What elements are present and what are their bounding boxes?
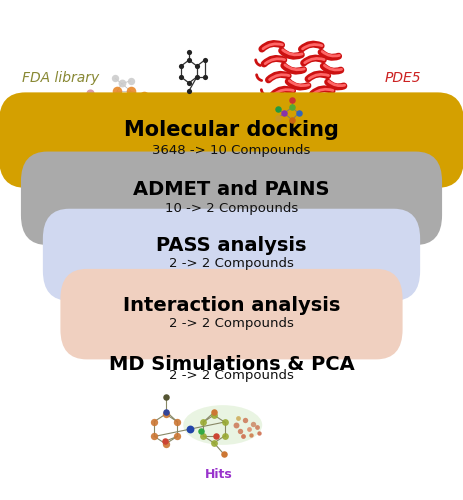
Point — [144, 112, 152, 120]
Point — [197, 428, 205, 436]
Point — [138, 126, 145, 134]
Point — [118, 80, 125, 88]
Point — [96, 116, 104, 124]
Point — [249, 420, 256, 428]
Point — [120, 100, 128, 108]
Point — [162, 440, 169, 448]
Point — [161, 438, 169, 446]
Point — [85, 119, 93, 127]
Point — [81, 112, 88, 120]
Point — [274, 114, 281, 122]
Text: FDA library: FDA library — [22, 72, 99, 86]
Point — [239, 432, 247, 440]
Point — [120, 136, 128, 144]
Point — [103, 132, 110, 140]
Text: 3648 -> 10 Compounds: 3648 -> 10 Compounds — [152, 144, 311, 156]
Point — [100, 119, 108, 127]
Point — [245, 425, 253, 433]
Point — [200, 418, 207, 426]
Point — [253, 422, 261, 430]
Point — [241, 416, 248, 424]
Point — [173, 418, 181, 426]
Point — [220, 450, 227, 458]
Point — [94, 124, 101, 132]
Point — [232, 421, 239, 429]
Point — [210, 411, 218, 419]
Point — [221, 432, 228, 440]
FancyBboxPatch shape — [21, 152, 442, 245]
Point — [127, 87, 134, 95]
Point — [81, 107, 88, 115]
Point — [255, 429, 263, 437]
FancyBboxPatch shape — [60, 269, 403, 360]
Point — [288, 116, 296, 124]
Point — [114, 87, 121, 95]
Point — [127, 77, 134, 85]
Point — [125, 116, 132, 124]
Point — [162, 410, 169, 418]
Point — [142, 132, 150, 140]
Text: 10 -> 2 Compounds: 10 -> 2 Compounds — [165, 202, 298, 214]
Point — [150, 432, 158, 440]
Point — [173, 432, 181, 440]
Point — [92, 97, 99, 105]
Text: 2 -> 2 Compounds: 2 -> 2 Compounds — [169, 257, 294, 270]
Ellipse shape — [183, 405, 262, 445]
Point — [201, 73, 208, 81]
Text: MD Simulations & PCA: MD Simulations & PCA — [109, 355, 354, 374]
Point — [150, 418, 158, 426]
Point — [281, 110, 288, 118]
Point — [211, 408, 218, 416]
Text: ADMET and PAINS: ADMET and PAINS — [133, 180, 330, 199]
Point — [185, 87, 193, 95]
Point — [107, 107, 114, 115]
Point — [109, 139, 117, 147]
Point — [112, 74, 119, 82]
Point — [162, 392, 169, 400]
Text: PASS analysis: PASS analysis — [156, 236, 307, 256]
Point — [138, 116, 145, 124]
Point — [90, 110, 97, 118]
Point — [147, 124, 154, 132]
Point — [105, 97, 113, 105]
Text: PDE5: PDE5 — [384, 72, 421, 86]
Point — [177, 62, 185, 70]
Point — [185, 48, 193, 56]
Point — [221, 418, 228, 426]
Point — [177, 73, 185, 81]
Point — [129, 124, 137, 132]
Text: 2 -> 2 Compounds: 2 -> 2 Compounds — [169, 316, 294, 330]
Point — [163, 408, 170, 416]
Point — [87, 90, 94, 98]
Point — [131, 136, 139, 144]
Point — [288, 104, 296, 112]
Point — [185, 79, 193, 87]
Point — [116, 126, 123, 134]
Point — [213, 432, 220, 440]
Point — [295, 110, 302, 118]
Point — [288, 96, 296, 104]
Point — [140, 92, 147, 100]
Point — [274, 106, 281, 114]
Point — [185, 56, 193, 64]
Text: Interaction analysis: Interaction analysis — [123, 296, 340, 315]
Point — [200, 432, 207, 440]
Text: 2 -> 2 Compounds: 2 -> 2 Compounds — [169, 370, 294, 382]
Point — [140, 104, 147, 112]
Point — [85, 126, 93, 134]
Text: Molecular docking: Molecular docking — [124, 120, 339, 140]
Point — [248, 431, 255, 439]
Point — [201, 56, 208, 64]
Point — [186, 425, 194, 433]
Point — [112, 116, 119, 124]
Text: Hits: Hits — [205, 468, 232, 481]
Point — [210, 439, 218, 447]
Point — [234, 414, 242, 422]
FancyBboxPatch shape — [43, 208, 420, 300]
FancyBboxPatch shape — [0, 92, 463, 188]
Point — [237, 428, 244, 436]
Point — [133, 107, 141, 115]
Point — [193, 62, 200, 70]
Point — [193, 73, 200, 81]
